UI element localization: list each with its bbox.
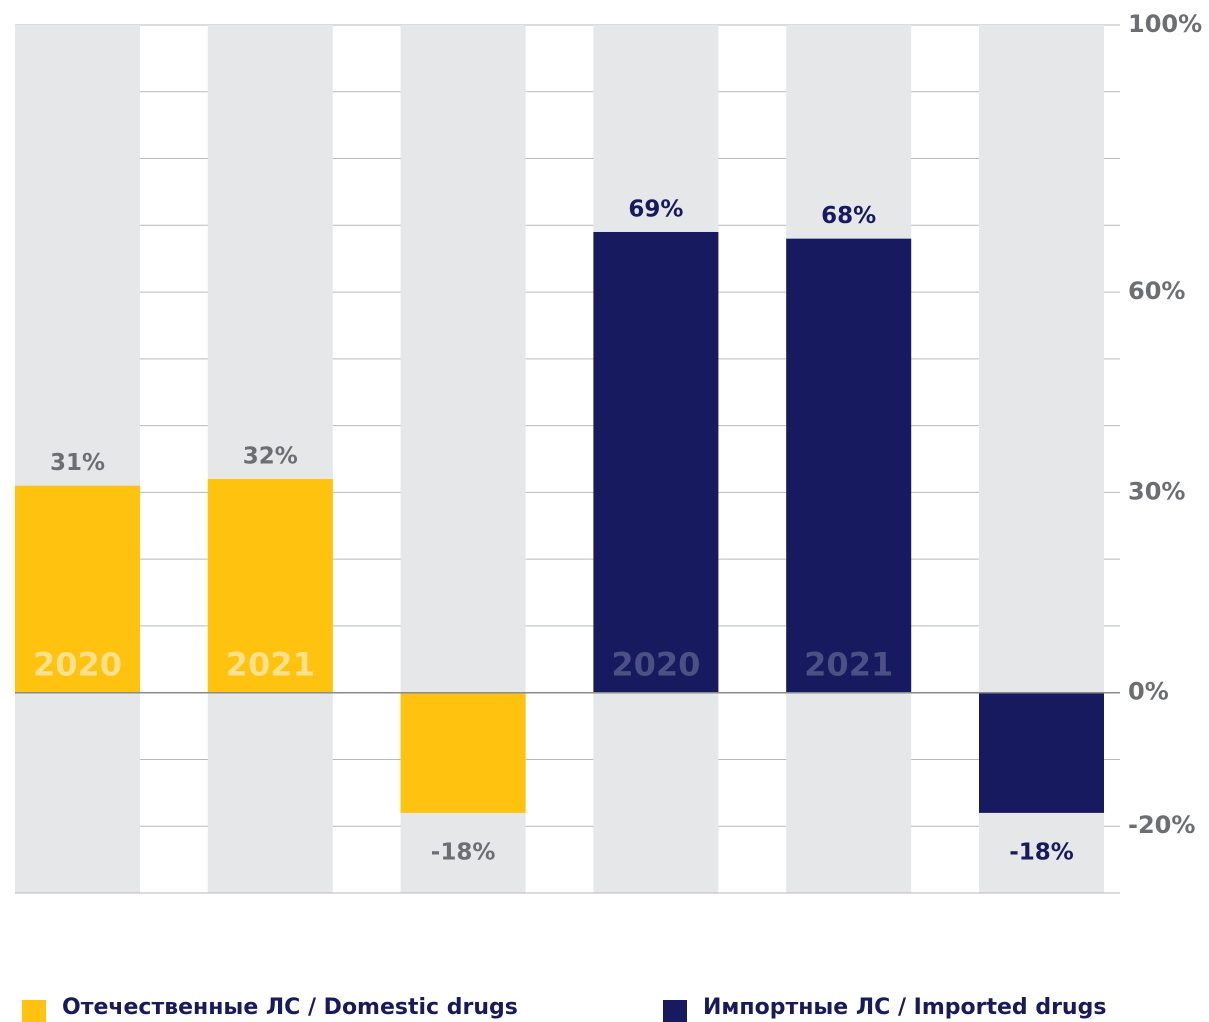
bar (15, 485, 140, 693)
y-tick-label: 30% (1128, 477, 1185, 505)
y-tick-label: 60% (1128, 277, 1185, 305)
category-label: 2020 (33, 646, 122, 684)
legend-swatch (663, 1000, 687, 1022)
y-tick-label: 0% (1128, 678, 1169, 706)
value-label: -18% (1009, 839, 1074, 865)
value-label: 32% (243, 444, 298, 470)
legend-label: Импортные ЛС / Imported drugs (703, 995, 1106, 1020)
bar (207, 479, 333, 693)
y-tick-label: -20% (1128, 811, 1195, 839)
bar (786, 238, 912, 693)
category-label: 2021 (226, 646, 315, 684)
legend-label: Отечественные ЛС / Domestic drugs (62, 995, 518, 1020)
category-label: 2020 (611, 646, 700, 684)
bar (979, 692, 1104, 813)
value-label: -18% (431, 839, 496, 865)
legend-swatch (22, 1000, 46, 1022)
bar (593, 231, 719, 693)
value-label: 69% (628, 196, 683, 222)
bar (400, 692, 526, 813)
value-label: 68% (821, 203, 876, 229)
value-label: 31% (50, 450, 105, 476)
category-label: 2021 (804, 646, 893, 684)
column-band (207, 25, 333, 893)
y-tick-label: 100% (1128, 10, 1202, 38)
column-band (15, 25, 140, 893)
